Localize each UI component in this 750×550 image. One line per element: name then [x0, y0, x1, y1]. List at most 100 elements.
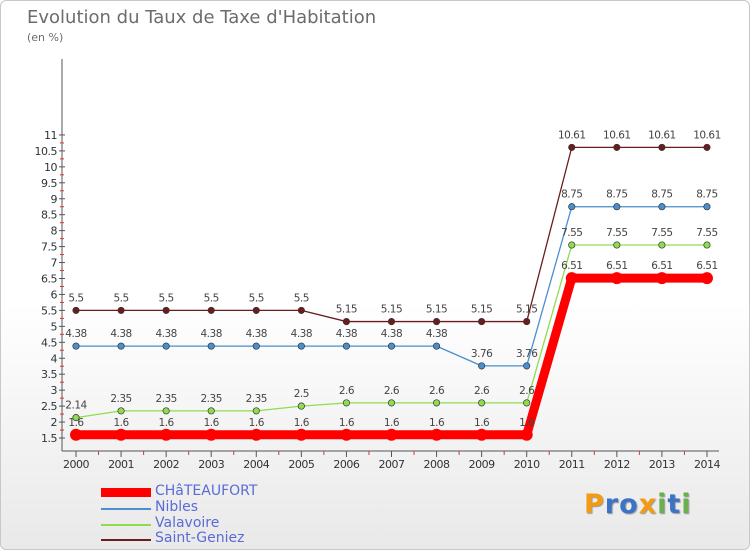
data-point [207, 342, 215, 350]
data-point [250, 428, 263, 441]
x-tick-label: 2006 [333, 458, 359, 471]
data-point [703, 203, 711, 211]
data-point [385, 428, 398, 441]
data-point [207, 407, 215, 415]
data-point [523, 362, 531, 370]
y-tick-label: 2 [51, 416, 58, 429]
data-label: 1.6 [429, 417, 445, 429]
data-label: 1.6 [249, 417, 265, 429]
data-point [117, 342, 125, 350]
y-tick-label: 8.5 [41, 209, 57, 222]
y-tick-label: 6 [51, 288, 58, 301]
data-label: 1.6 [159, 417, 175, 429]
data-label: 8.75 [561, 189, 582, 201]
legend-label-saint-geniez: Saint-Geniez [155, 530, 245, 546]
x-tick-label: 2012 [604, 458, 630, 471]
data-label: 2.5 [294, 388, 309, 400]
x-tick-label: 2009 [469, 458, 495, 471]
data-point [568, 203, 576, 211]
legend-label-chateaufort: CHâTEAUFORT [155, 483, 258, 499]
x-tick-label: 2013 [649, 458, 675, 471]
data-label: 3.76 [516, 348, 538, 360]
data-label: 4.38 [246, 328, 267, 340]
data-label: 2.35 [246, 393, 267, 405]
y-tick-label: 2.5 [41, 400, 57, 413]
proxiti-logo: Proxiti [584, 489, 692, 520]
legend-label-valavoire: Valavoire [155, 515, 220, 531]
data-label: 6.51 [651, 260, 672, 272]
data-label: 2.35 [110, 393, 131, 405]
data-label: 10.61 [603, 129, 631, 141]
data-label: 6.51 [561, 260, 582, 272]
data-label: 4.38 [201, 328, 222, 340]
legend-label-nibles: Nibles [155, 499, 199, 515]
data-point [70, 428, 82, 441]
data-point [160, 428, 173, 441]
data-label: 4.38 [110, 328, 131, 340]
y-tick-label: 5 [51, 320, 58, 333]
data-point [252, 306, 260, 314]
data-label: 4.38 [65, 328, 86, 340]
data-label: 5.15 [381, 304, 402, 316]
data-point [387, 342, 396, 350]
data-point [387, 318, 396, 326]
legend-item-chateaufort: CHâTEAUFORT [101, 483, 341, 501]
data-point [430, 428, 443, 441]
legend-swatch-nibles [101, 508, 151, 510]
x-tick-label: 2004 [243, 458, 269, 471]
data-point [565, 272, 578, 285]
x-tick-label: 2014 [694, 458, 720, 471]
y-tick-label: 10.5 [35, 145, 58, 158]
x-tick-label: 2008 [424, 458, 450, 471]
legend-swatch-valavoire [101, 524, 151, 526]
data-label: 2.6 [384, 385, 400, 397]
x-tick-label: 2002 [153, 458, 179, 471]
data-label: 3.76 [471, 348, 493, 360]
data-point [162, 342, 170, 350]
y-tick-label: 8 [51, 225, 58, 238]
logo-letter: r [604, 489, 620, 520]
logo-letter: i [657, 489, 668, 520]
data-point [162, 306, 170, 314]
y-tick-label: 10 [44, 161, 57, 174]
data-label: 5.5 [204, 292, 219, 304]
data-point [297, 342, 305, 350]
data-point [340, 428, 353, 441]
chart-unit-label: (en %) [27, 31, 64, 44]
data-label: 1.6 [474, 417, 490, 429]
data-point [387, 399, 396, 407]
x-tick-label: 2007 [378, 458, 404, 471]
data-label: 1.6 [519, 417, 535, 429]
x-tick-label: 2005 [288, 458, 314, 471]
data-label: 1.6 [384, 417, 400, 429]
data-point [658, 143, 666, 151]
data-point [342, 399, 350, 407]
y-tick-label: 9 [51, 193, 58, 206]
data-point [658, 241, 666, 249]
data-label: 4.38 [291, 328, 312, 340]
data-point [433, 399, 441, 407]
data-label: 1.6 [113, 417, 129, 429]
y-tick-label: 1.5 [41, 432, 57, 445]
data-label: 5.5 [249, 292, 264, 304]
data-label: 7.55 [606, 227, 627, 239]
legend-swatch-chateaufort [101, 488, 151, 497]
data-point [117, 306, 125, 314]
data-point [658, 203, 666, 211]
y-tick-label: 7.5 [41, 241, 57, 254]
legend-swatch-saint-geniez [101, 539, 151, 541]
data-point [342, 342, 350, 350]
data-label: 5.5 [113, 292, 128, 304]
data-point [252, 342, 260, 350]
data-point [523, 399, 531, 407]
logo-letter: o [619, 489, 639, 520]
data-point [523, 318, 531, 326]
data-point [478, 318, 486, 326]
data-label: 8.75 [651, 189, 672, 201]
data-point [205, 428, 218, 441]
data-point [162, 407, 170, 415]
data-label: 10.61 [693, 129, 721, 141]
data-label: 7.55 [696, 227, 717, 239]
y-tick-label: 3.5 [41, 368, 57, 381]
